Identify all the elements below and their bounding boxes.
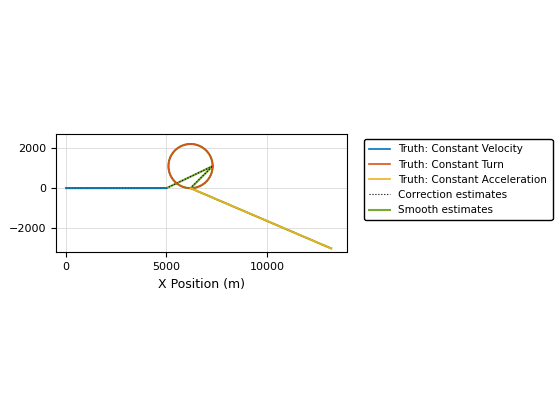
Legend: Truth: Constant Velocity, Truth: Constant Turn, Truth: Constant Acceleration, Co: Truth: Constant Velocity, Truth: Constan… [364,139,553,220]
X-axis label: X Position (m): X Position (m) [158,278,245,291]
Y-axis label: Y Position (m): Y Position (m) [0,150,3,236]
